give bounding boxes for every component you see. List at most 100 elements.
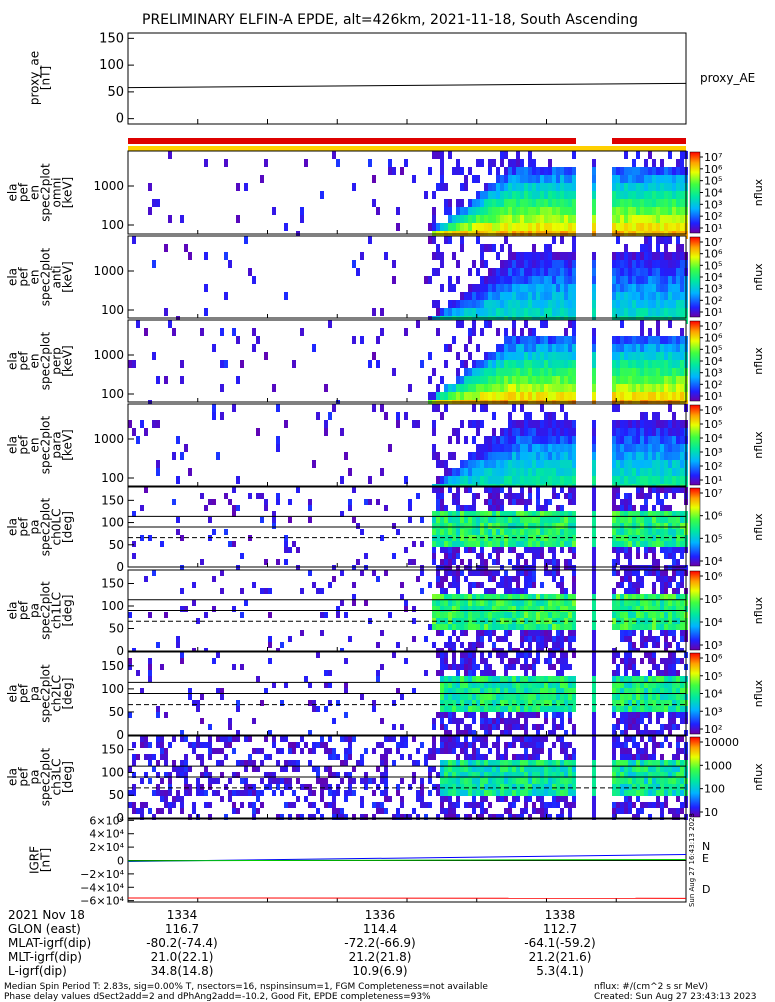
spectrogram-pixel <box>544 199 548 207</box>
spectrogram-pixel <box>520 159 524 167</box>
spectrogram-pixel <box>676 468 680 476</box>
spectrogram-pixel <box>168 784 172 790</box>
spectrogram-pixel <box>616 352 620 360</box>
spectrogram-4-ytick-label-1: 100 <box>101 516 124 530</box>
spectrogram-pixel <box>492 368 496 376</box>
spectrogram-pixel <box>460 784 464 790</box>
spectrogram-pixel <box>568 487 572 493</box>
spectrogram-pixel <box>444 736 448 742</box>
spectrogram-pixel <box>660 706 664 712</box>
spectrogram-pixel <box>468 570 472 576</box>
spectrogram-pixel <box>564 223 568 231</box>
spectrogram-pixel <box>312 344 316 352</box>
spectrogram-pixel <box>616 670 620 676</box>
spectrogram-pixel <box>352 487 356 493</box>
spectrogram-pixel <box>644 694 648 700</box>
spectrogram-pixel <box>464 664 468 670</box>
spectrogram-pixel <box>456 468 460 476</box>
spectrogram-pixel <box>512 223 516 231</box>
spectrogram-pixel <box>468 199 472 207</box>
spectrogram-pixel <box>592 420 596 428</box>
spectrogram-pixel <box>372 778 376 784</box>
spectrogram-pixel <box>668 276 672 284</box>
spectrogram-pixel <box>232 606 236 612</box>
spectrogram-pixel <box>544 594 548 600</box>
spectrogram-pixel <box>612 376 616 384</box>
spectrogram-pixel <box>572 523 576 529</box>
spectrogram-pixel <box>512 344 516 352</box>
spectrogram-pixel <box>620 600 624 606</box>
spectrogram-pixel <box>516 452 520 460</box>
spectrogram-pixel <box>244 600 248 606</box>
spectrogram-pixel <box>540 428 544 436</box>
spectrogram-pixel <box>640 412 644 420</box>
spectrogram-pixel <box>324 670 328 676</box>
spectrogram-pixel <box>436 268 440 276</box>
spectrogram-pixel <box>556 223 560 231</box>
spectrogram-pixel <box>612 476 616 484</box>
spectrogram-pixel <box>560 606 564 612</box>
spectrogram-pixel <box>612 368 616 376</box>
spectrogram-pixel <box>204 790 208 796</box>
spectrogram-pixel <box>620 223 624 231</box>
spectrogram-pixel <box>644 244 648 252</box>
spectrogram-pixel <box>460 207 464 215</box>
spectrogram-pixel <box>560 517 564 523</box>
spectrogram-pixel <box>176 436 180 444</box>
spectrogram-pixel <box>652 636 656 642</box>
spectrogram-pixel <box>152 790 156 796</box>
spectrogram-pixel <box>476 368 480 376</box>
spectrogram-pixel <box>496 559 500 565</box>
spectrogram-pixel <box>340 428 344 436</box>
spectrogram-pixel <box>556 624 560 630</box>
spectrogram-pixel <box>480 199 484 207</box>
spectrogram-pixel <box>376 676 380 682</box>
spectrogram-pixel <box>640 505 644 511</box>
spectrogram-pixel <box>136 808 140 814</box>
spectrogram-pixel <box>648 624 652 630</box>
spectrogram-pixel <box>228 742 232 748</box>
spectrogram-pixel <box>616 368 620 376</box>
spectrogram-pixel <box>496 487 500 493</box>
spectrogram-pixel <box>616 300 620 308</box>
spectrogram-pixel <box>460 223 464 231</box>
spectrogram-pixel <box>680 284 684 292</box>
spectrogram-pixel <box>544 320 548 328</box>
spectrogram-pixel <box>432 215 436 223</box>
spectrogram-pixel <box>628 517 632 523</box>
spectrogram-pixel <box>644 642 648 648</box>
spectrogram-pixel <box>444 694 448 700</box>
spectrogram-pixel <box>504 612 508 618</box>
spectrogram-pixel <box>448 487 452 493</box>
spectrogram-pixel <box>544 658 548 664</box>
spectrogram-pixel <box>544 412 548 420</box>
spectrogram-pixel <box>572 352 576 360</box>
spectrogram-pixel <box>372 706 376 712</box>
spectrogram-pixel <box>240 790 244 796</box>
spectrogram-pixel <box>488 452 492 460</box>
spectrogram-pixel <box>564 694 568 700</box>
spectrogram-pixel <box>536 223 540 231</box>
spectrogram-pixel <box>492 718 496 724</box>
spectrogram-pixel <box>512 199 516 207</box>
spectrogram-pixel <box>548 694 552 700</box>
spectrogram-pixel <box>508 368 512 376</box>
spectrogram-pixel <box>664 700 668 706</box>
spectrogram-pixel <box>552 223 556 231</box>
spectrogram-pixel <box>628 260 632 268</box>
spectrogram-pixel <box>188 766 192 772</box>
spectrogram-pixel <box>668 594 672 600</box>
spectrogram-pixel <box>376 808 380 814</box>
spectrogram-pixel <box>532 724 536 730</box>
spectrogram-pixel <box>200 328 204 336</box>
spectrogram-pixel <box>436 505 440 511</box>
spectrogram-pixel <box>508 529 512 535</box>
spectrogram-pixel <box>528 336 532 344</box>
spectrogram-pixel <box>616 183 620 191</box>
spectrogram-pixel <box>568 460 572 468</box>
spectrogram-pixel <box>456 796 460 802</box>
spectrogram-pixel <box>552 308 556 316</box>
spectrogram-pixel <box>468 284 472 292</box>
spectrogram-pixel <box>428 790 432 796</box>
spectrogram-pixel <box>672 517 676 523</box>
